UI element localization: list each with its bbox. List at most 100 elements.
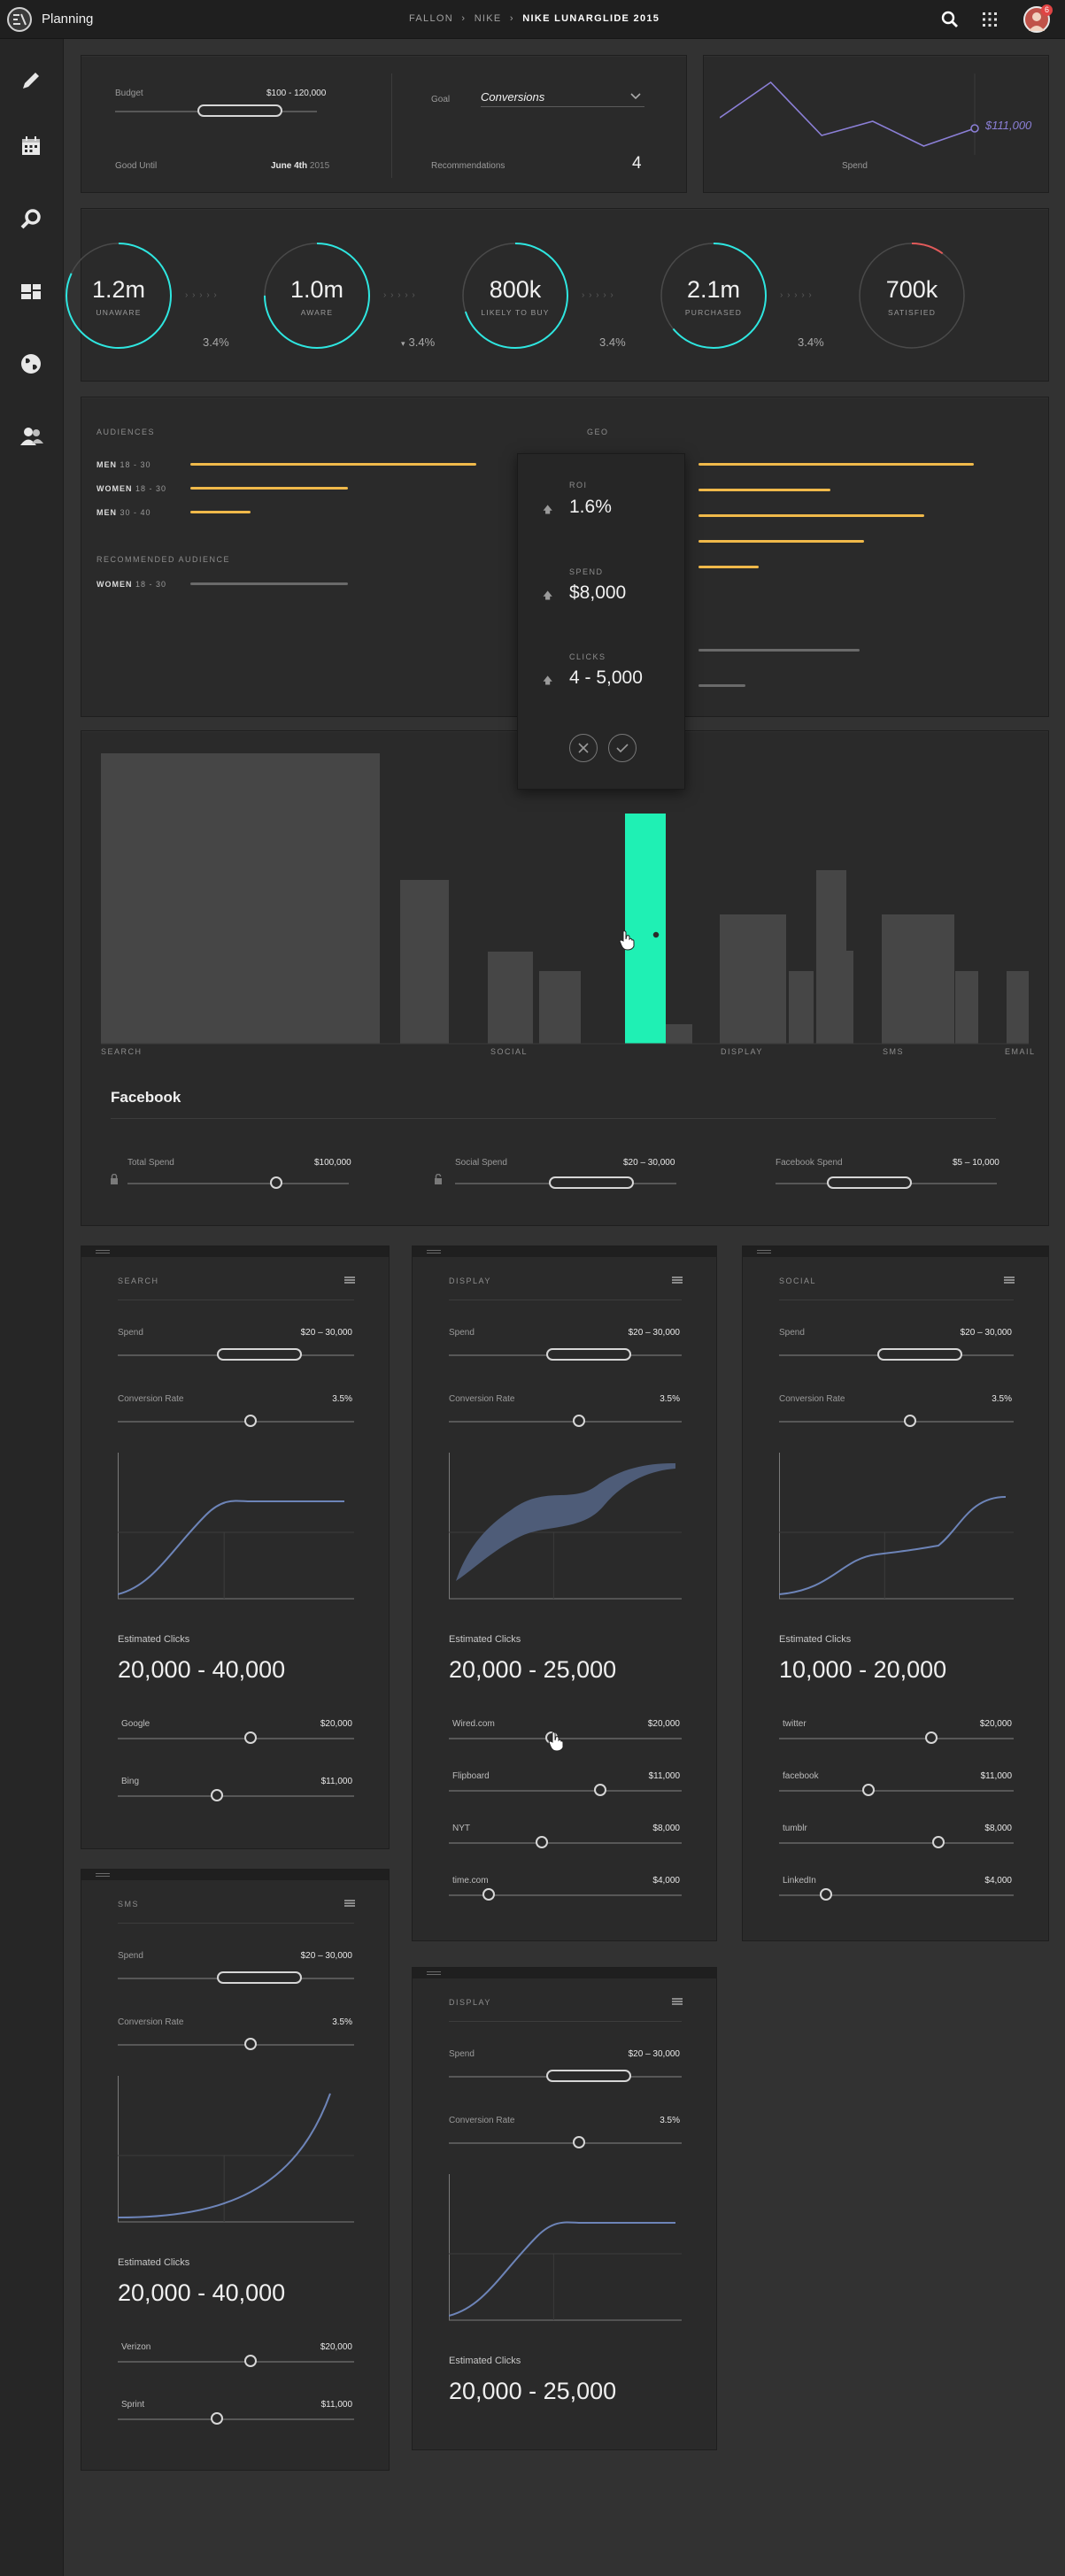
source-slider[interactable]: [118, 2418, 354, 2420]
spend-range-handle[interactable]: [546, 2070, 632, 2082]
app-logo[interactable]: [7, 7, 32, 32]
funnel-ring-likely-to-buy[interactable]: [458, 238, 573, 353]
channel-bar[interactable]: [846, 951, 853, 1044]
channel-label-sms[interactable]: SMS: [883, 1047, 905, 1056]
conversion-rate-slider[interactable]: [118, 1421, 354, 1423]
geo-bar[interactable]: [698, 540, 864, 543]
source-slider[interactable]: [118, 2361, 354, 2363]
budget-range-handle[interactable]: [197, 104, 282, 117]
channel-bar[interactable]: [539, 971, 581, 1044]
conversion-rate-slider[interactable]: [449, 2142, 682, 2144]
conversion-rate-knob[interactable]: [573, 2136, 586, 2148]
spend-range-handle[interactable]: [217, 1348, 303, 1361]
selected-bar-handle[interactable]: [652, 930, 660, 939]
source-slider-knob[interactable]: [211, 1789, 224, 1801]
conversion-rate-knob[interactable]: [904, 1415, 917, 1427]
total-spend-slider-knob[interactable]: [269, 1176, 282, 1189]
geo-recommended-bar[interactable]: [698, 649, 860, 652]
conversion-rate-knob[interactable]: [243, 2038, 257, 2050]
lock-icon[interactable]: [110, 1174, 119, 1184]
source-slider-knob[interactable]: [820, 1888, 832, 1901]
audience-bar[interactable]: [190, 463, 476, 466]
source-slider[interactable]: [449, 1842, 682, 1844]
conversion-rate-knob[interactable]: [243, 1415, 257, 1427]
audience-bar[interactable]: [190, 582, 348, 585]
geo-bar[interactable]: [698, 463, 974, 466]
conversion-rate-slider[interactable]: [449, 1421, 682, 1423]
source-slider-knob[interactable]: [482, 1888, 495, 1901]
channel-label-display[interactable]: DISPLAY: [721, 1047, 763, 1056]
spend-range-handle[interactable]: [217, 1971, 303, 1984]
card-menu-icon[interactable]: [1004, 1276, 1015, 1284]
source-slider-knob[interactable]: [211, 2412, 224, 2425]
globe-icon[interactable]: [19, 352, 42, 375]
pencil-icon[interactable]: [19, 69, 42, 92]
facebook-spend-range-handle[interactable]: [827, 1176, 912, 1189]
drag-handle-icon[interactable]: [96, 1873, 110, 1877]
channel-bar[interactable]: [720, 914, 786, 1044]
source-slider[interactable]: [118, 1738, 354, 1739]
geo-recommended-bar[interactable]: [698, 684, 745, 687]
source-slider-knob[interactable]: [243, 2355, 257, 2367]
channel-bar[interactable]: [666, 1024, 692, 1044]
source-slider[interactable]: [118, 1795, 354, 1797]
channel-bar[interactable]: [955, 971, 978, 1044]
dashboard-icon[interactable]: [19, 280, 42, 303]
breadcrumb-nike[interactable]: NIKE: [474, 13, 502, 24]
funnel-ring-unaware[interactable]: [61, 238, 176, 353]
source-slider-knob[interactable]: [243, 1731, 257, 1744]
spend-trend-point[interactable]: [970, 124, 979, 133]
card-menu-icon[interactable]: [672, 1998, 683, 2005]
channel-bar[interactable]: [101, 753, 380, 1044]
funnel-ring-satisfied[interactable]: [854, 238, 969, 353]
good-until-date[interactable]: June 4th 2015: [271, 161, 329, 171]
source-slider[interactable]: [779, 1894, 1014, 1896]
channel-label-email[interactable]: EMAIL: [1005, 1047, 1036, 1056]
selected-channel-bar[interactable]: [625, 814, 666, 1044]
channel-bar[interactable]: [488, 952, 533, 1044]
search-icon[interactable]: [19, 207, 42, 230]
drag-handle-icon[interactable]: [96, 1250, 110, 1253]
channel-label-social[interactable]: SOCIAL: [490, 1047, 529, 1056]
social-spend-range-handle[interactable]: [549, 1176, 634, 1189]
channel-bar[interactable]: [882, 914, 954, 1044]
source-slider[interactable]: [779, 1842, 1014, 1844]
source-slider-knob[interactable]: [925, 1731, 938, 1744]
source-slider[interactable]: [449, 1894, 682, 1896]
search-icon[interactable]: [941, 11, 959, 28]
geo-bar[interactable]: [698, 566, 760, 568]
source-slider[interactable]: [779, 1738, 1014, 1739]
source-slider-knob[interactable]: [932, 1836, 945, 1848]
total-spend-slider[interactable]: [127, 1183, 349, 1184]
card-menu-icon[interactable]: [344, 1276, 355, 1284]
channel-bar[interactable]: [400, 880, 449, 1044]
unlock-icon[interactable]: [434, 1174, 444, 1184]
source-slider-knob[interactable]: [593, 1784, 606, 1796]
geo-bar[interactable]: [698, 514, 925, 517]
channel-bar[interactable]: [1007, 971, 1029, 1044]
drag-handle-icon[interactable]: [427, 1250, 441, 1253]
calendar-icon[interactable]: [19, 135, 42, 158]
drag-handle-icon[interactable]: [427, 1971, 441, 1975]
notification-badge[interactable]: 6: [1041, 4, 1053, 16]
source-slider[interactable]: [779, 1790, 1014, 1792]
channel-label-search[interactable]: SEARCH: [101, 1047, 143, 1056]
goal-select[interactable]: Conversions: [481, 89, 644, 107]
card-menu-icon[interactable]: [344, 1900, 355, 1907]
spend-range-handle[interactable]: [877, 1348, 963, 1361]
breadcrumb-fallon[interactable]: FALLON: [409, 13, 453, 24]
source-slider-knob[interactable]: [861, 1784, 875, 1796]
funnel-ring-purchased[interactable]: [656, 238, 771, 353]
apps-grid-icon[interactable]: [982, 12, 998, 27]
audience-bar[interactable]: [190, 511, 251, 513]
channel-bar[interactable]: [816, 870, 846, 1044]
conversion-rate-knob[interactable]: [573, 1415, 586, 1427]
conversion-rate-slider[interactable]: [118, 2044, 354, 2046]
spend-range-handle[interactable]: [546, 1348, 632, 1361]
funnel-ring-aware[interactable]: [259, 238, 374, 353]
source-slider-knob[interactable]: [536, 1836, 549, 1848]
users-icon[interactable]: [19, 425, 44, 448]
channel-bar[interactable]: [789, 971, 814, 1044]
audience-bar[interactable]: [190, 487, 348, 490]
geo-bar[interactable]: [698, 489, 831, 491]
